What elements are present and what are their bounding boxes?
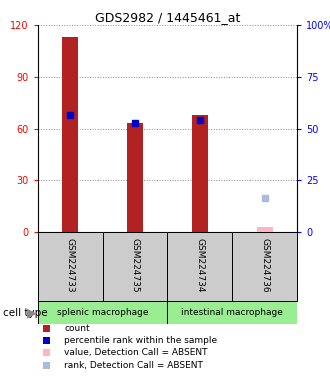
Bar [192, 115, 208, 232]
Text: ▶: ▶ [26, 306, 36, 319]
Text: GSM224736: GSM224736 [260, 238, 269, 293]
Bar [103, 232, 168, 301]
Text: GSM224735: GSM224735 [131, 238, 140, 293]
Text: GSM224734: GSM224734 [195, 238, 204, 293]
Bar [38, 232, 103, 301]
Text: splenic macrophage: splenic macrophage [57, 308, 148, 318]
Title: GDS2982 / 1445461_at: GDS2982 / 1445461_at [95, 11, 240, 24]
Bar [62, 37, 79, 232]
Bar [256, 227, 273, 232]
Bar [127, 124, 143, 232]
Bar [168, 232, 232, 301]
Text: intestinal macrophage: intestinal macrophage [181, 308, 283, 318]
Text: GSM224733: GSM224733 [66, 238, 75, 293]
Bar [38, 301, 168, 324]
Bar [168, 301, 297, 324]
Text: rank, Detection Call = ABSENT: rank, Detection Call = ABSENT [64, 361, 203, 370]
Text: percentile rank within the sample: percentile rank within the sample [64, 336, 217, 345]
Text: cell type: cell type [3, 308, 48, 318]
Bar [232, 232, 297, 301]
Text: count: count [64, 324, 90, 333]
Text: value, Detection Call = ABSENT: value, Detection Call = ABSENT [64, 348, 208, 358]
